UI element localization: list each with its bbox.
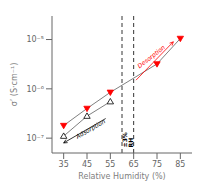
svg-text:65: 65 [129, 160, 139, 169]
svg-text:σ’ (S·cm⁻¹): σ’ (S·cm⁻¹) [10, 63, 19, 107]
svg-text:±3%RH: ±3%RH [121, 132, 135, 147]
svg-text:10⁻⁵: 10⁻⁵ [26, 35, 44, 44]
svg-text:Desorption: Desorption [136, 43, 167, 70]
svg-text:85: 85 [175, 160, 185, 169]
svg-text:10⁻⁶: 10⁻⁶ [26, 85, 44, 94]
svg-text:55: 55 [105, 160, 115, 169]
svg-text:35: 35 [59, 160, 69, 169]
svg-text:Adsorption: Adsorption [74, 117, 107, 141]
svg-text:10⁻⁷: 10⁻⁷ [26, 134, 44, 143]
svg-text:Relative Humidity (%): Relative Humidity (%) [78, 172, 165, 181]
svg-text:45: 45 [82, 160, 92, 169]
svg-text:75: 75 [152, 160, 162, 169]
